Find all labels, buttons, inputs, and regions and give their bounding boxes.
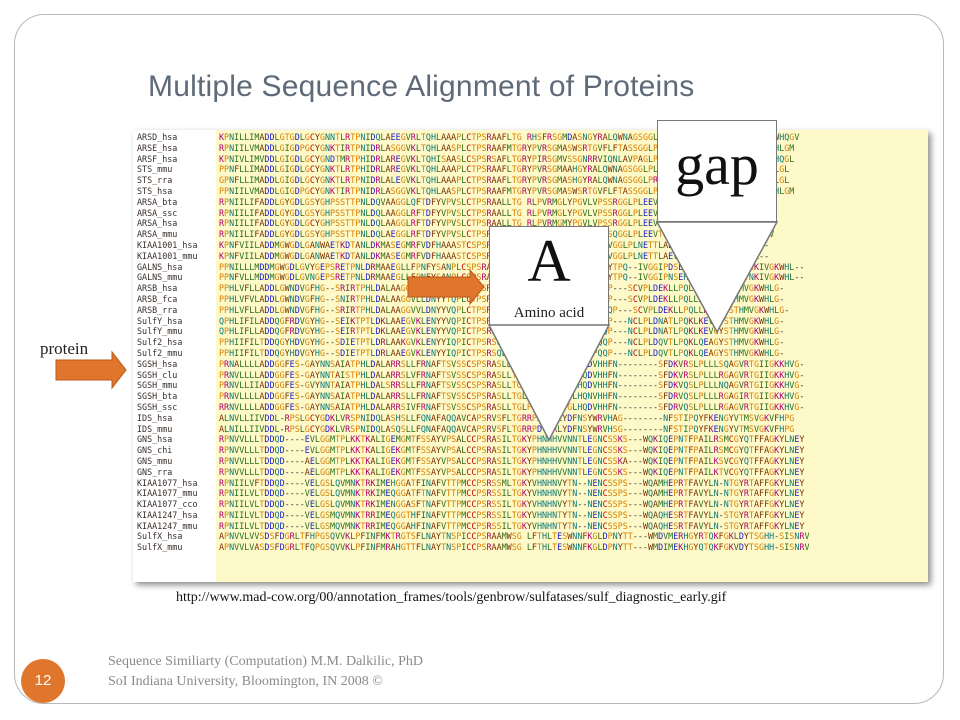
sequence-names-column <box>133 130 216 582</box>
sequence-name: ARSE_hsa <box>137 142 178 153</box>
sequence-residues: PPNIILVMADDLGIGDPGCYGNKTIRTPNIDRLASGGVKL… <box>219 185 795 196</box>
source-url: http://www.mad-cow.org/00/annotation_fra… <box>176 590 727 605</box>
sequence-name: KIAA1077_hsa <box>137 477 198 488</box>
sequence-name: SGSH_bta <box>137 391 178 402</box>
sequence-name: GNS_chi <box>137 445 173 456</box>
sequence-residues: RPNVVLLLTDDQD----AELGGMTPLKKTKALIGEKGMTF… <box>219 466 805 477</box>
sequence-residues: RPNIILVLTDDQD----VELGSMQVMNKTRRIMEQGGTHF… <box>219 509 805 520</box>
sequence-residues: PPHIIFILTDDQGYHDVGYHG--SDIETPTLDRLAAKGVK… <box>219 337 785 348</box>
protein-label: protein <box>40 339 89 358</box>
sequence-name: ARSB_rra <box>137 304 178 315</box>
sequence-residues: RPNIILVLTDDQD----VELGSLQVMNKTRKIMENGGASF… <box>219 499 805 510</box>
sequence-name: GNS_hsa <box>137 434 173 445</box>
sequence-name: ARSA_mmu <box>137 229 178 240</box>
sequence-residues: RPNVVLLLTDDQD----AELGGMTPLKKTKALIGEKGMTF… <box>219 455 805 466</box>
sequence-name: SGSH_hsa <box>137 358 178 369</box>
sequence-name: SGSH_mmu <box>137 380 178 391</box>
sequence-name: KIAA1247_mmu <box>137 520 198 531</box>
sequence-name: IDS_mmu <box>137 423 173 434</box>
sequence-residues: PRNVLLLLADDGGFES-GAYNNTAISTPHLDALARRSLVF… <box>219 369 805 380</box>
slide-title: Multiple Sequence Alignment of Proteins <box>148 70 695 103</box>
sequence-residues: RPNIILVFTDDQD----VELGSLQVMNKTRKIMEHGGATF… <box>219 477 805 488</box>
sequence-name: GNS_mmu <box>137 455 173 466</box>
sequence-residues: PRNVLLLLADDGGFES-GAYNNSAIATPHLDALARRSLLF… <box>219 391 805 402</box>
sequence-residues: PPNFLLIMADDLGIGDLGCYGNKTLRTPHIDRLAREGVKL… <box>219 164 790 175</box>
sequence-name: GNS_rra <box>137 466 173 477</box>
slide-frame <box>14 14 944 704</box>
sequence-name: ARSF_hsa <box>137 153 178 164</box>
sequence-name: KIAA1247_hsa <box>137 509 198 520</box>
sequence-name: KIAA1001_hsa <box>137 239 198 250</box>
sequence-name: SulfY_hsa <box>137 315 183 326</box>
sequence-name: SGSH_clu <box>137 369 178 380</box>
sequence-residues: RPNIILVLTDDQD----VELGSLQVMNKTRKIMEQGGATF… <box>219 488 805 499</box>
gap-callout-label: gap <box>675 132 759 197</box>
sequence-name: Sulf2_mmu <box>137 347 183 358</box>
sequence-name: Sulf2_hsa <box>137 337 183 348</box>
sequence-residues: GPNFLLIMADDLGIGDLGCYGNKTLRTPNIDRLALEGVKL… <box>219 175 790 186</box>
sequence-residues: APNVVLVVSDSFDGRLTFHPGSQVVKLPFINFMKTRGTSF… <box>219 531 810 542</box>
sequence-name: SGSH_ssc <box>137 401 178 412</box>
sequence-residues: RPNIILVLTDDQD----VELGSMQVMNKTRRIMEQGGAHF… <box>219 520 805 531</box>
sequence-residues: ALNILLIIVDDL-RPSLGCYGDKLVRSPNIDQLASQSLLF… <box>219 423 795 434</box>
sequence-name: SulfY_mmu <box>137 326 183 337</box>
amino-acid-letter: A <box>527 228 571 294</box>
sequence-alignment-image: ARSD_hsa ARSE_hsa ARSF_hsa STS_mmu STS_rra ST… <box>133 130 928 582</box>
sequence-residues: RRNVLLLLADDGGFES-GAYNNSAIATPHLDALARRSIVF… <box>219 401 805 412</box>
sequence-residues: PRNALLLLADDGGFES-GAYNNSAIATPHLDALARRSLLF… <box>219 358 805 369</box>
sequence-name: GALNS_mmu <box>137 272 183 283</box>
footer-credit: Sequence Similiarty (Computation) M.M. D… <box>108 652 423 692</box>
sequence-residues: QPHLIFLLADDQGFRDVGYHG--SEIRTPTLDKLAAEGVK… <box>219 326 785 337</box>
sequence-name: ARSA_hsa <box>137 218 178 229</box>
sequence-name-list: ARSD_hsa ARSE_hsa ARSF_hsa STS_mmu STS_rra ST… <box>137 132 198 553</box>
sequence-name: STS_hsa <box>137 185 173 196</box>
sequence-name: ARSA_bta <box>137 196 178 207</box>
sequence-name: STS_mmu <box>137 164 173 175</box>
sequence-name: KIAA1077_mmu <box>137 488 198 499</box>
sequence-name: KIAA1001_mmu <box>137 250 198 261</box>
sequence-name: ARSD_hsa <box>137 132 178 142</box>
sequence-residues: RPNVVLLLTDDQD----EVLGGMTPLKKTKALIGEMGMTF… <box>219 434 805 445</box>
sequence-name: SulfX_hsa <box>137 531 183 542</box>
gap-callout: gap <box>657 120 777 222</box>
sequence-residues: PPHIIFILTDDQGYHDVGYHG--SDIETPTLDRLAAEGVK… <box>219 347 785 358</box>
sequence-name: ARSA_ssc <box>137 207 178 218</box>
sequence-name: GALNS_hsa <box>137 261 183 272</box>
sequence-name: ARSB_fca <box>137 293 178 304</box>
sequence-name: SulfX_mmu <box>137 542 183 553</box>
amino-acid-callout-label: Amino acid <box>513 305 585 321</box>
sequence-residues: ALNVLLIIVDDL-RPSLGCYGDKLVRSPNIDQLASHSLLF… <box>219 412 795 423</box>
sequence-name: IDS_hsa <box>137 412 173 423</box>
sequence-residues: APNVVLVASDSFDGRLTFQPGSQVVKLPFINFMRAHGTTF… <box>219 542 810 553</box>
amino-acid-callout: A Amino acid <box>489 226 609 326</box>
sequence-name: KIAA1077_cco <box>137 499 198 510</box>
footer-line-2: SoI Indiana University, Bloomington, IN … <box>108 674 383 689</box>
sequence-residues: PRNVLLIIADDGGFES-GVYNNTAIATPHLDALSRRSLLF… <box>219 380 805 391</box>
slide-number-badge: 12 <box>21 659 65 703</box>
sequence-name: STS_rra <box>137 175 173 186</box>
sequence-name: ARSB_hsa <box>137 283 178 294</box>
sequence-residues: RPNVVLLLTDDQD----EVLGGMTPLKKTKALIGEKGMTF… <box>219 445 805 456</box>
footer-line-1: Sequence Similiarty (Computation) M.M. D… <box>108 654 423 669</box>
